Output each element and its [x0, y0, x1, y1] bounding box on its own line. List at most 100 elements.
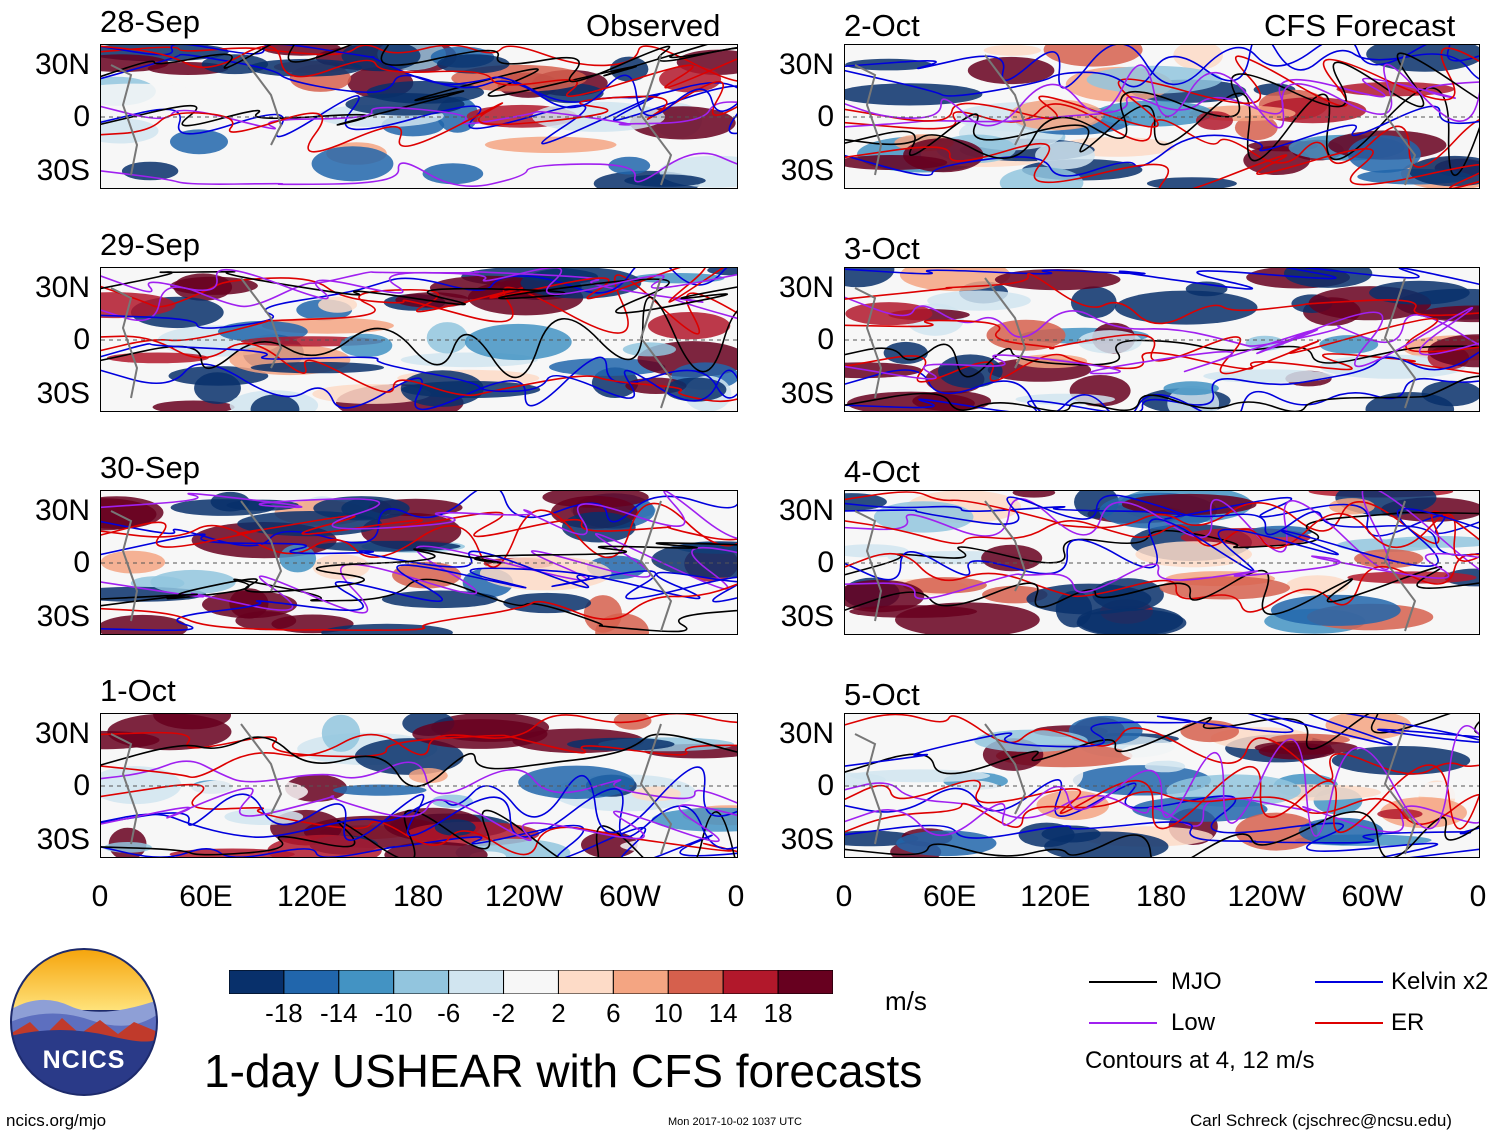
panel-date-right-0: 2-Oct	[844, 8, 920, 43]
colorbar-tick-label: 14	[708, 998, 738, 1028]
colorbar-tick-label: -2	[491, 998, 516, 1028]
lat-label-left-2-1: 0	[73, 546, 90, 579]
panel-date-left-2: 30-Sep	[100, 450, 200, 485]
legend: MJO Kelvin x2 Low ER Contours at 4, 12 m…	[1085, 965, 1505, 1075]
legend-line-low	[1089, 1022, 1157, 1024]
legend-label-er: ER	[1391, 1009, 1425, 1036]
colorbar-tick-label: 10	[653, 998, 683, 1028]
colorbar-tick-label: 18	[763, 998, 793, 1028]
colorbar-swatch	[283, 969, 340, 995]
shear-field	[845, 491, 1479, 634]
colorbar-swatch	[612, 969, 669, 995]
panel-date-right-1: 3-Oct	[844, 231, 920, 266]
forecast-header: CFS Forecast	[1264, 8, 1456, 43]
shear-field	[845, 45, 1479, 188]
contour-note: Contours at 4, 12 m/s	[1085, 1047, 1315, 1074]
lat-label-left-1-2: 30S	[36, 377, 90, 410]
lat-label-left-2-0: 30N	[34, 494, 90, 527]
lon-label-right-6: 0	[1469, 880, 1487, 913]
shear-field	[101, 491, 737, 634]
lon-label-left-1: 60E	[179, 880, 233, 913]
colorbar-tick-label: 6	[606, 998, 621, 1028]
lat-label-left-2-2: 30S	[36, 600, 90, 633]
lat-label-left-1-0: 30N	[34, 271, 90, 304]
lat-label-right-3-1: 0	[817, 769, 834, 802]
lon-label-left-3: 180	[392, 880, 444, 913]
colorbar-tick-label: 2	[551, 998, 566, 1028]
lat-label-right-0-0: 30N	[778, 48, 834, 81]
colorbar-swatch	[722, 969, 779, 995]
lon-label-left-0: 0	[91, 880, 109, 913]
footer-credit: Carl Schreck (cjschrec@ncsu.edu)	[1190, 1111, 1452, 1130]
colorbar-tick-label: -10	[374, 998, 413, 1028]
shear-field	[101, 45, 737, 188]
legend-label-low: Low	[1171, 1009, 1216, 1036]
lon-label-right-4: 120W	[1227, 880, 1306, 913]
map-panel-right-0	[844, 44, 1480, 189]
lat-label-left-1-1: 0	[73, 323, 90, 356]
lat-label-right-1-0: 30N	[778, 271, 834, 304]
lat-label-right-2-1: 0	[817, 546, 834, 579]
shear-field	[845, 268, 1479, 411]
lat-label-right-0-1: 0	[817, 100, 834, 133]
map-panel-left-3	[100, 713, 738, 858]
panel-date-left-1: 29-Sep	[100, 227, 200, 262]
colorbar	[228, 969, 834, 995]
lat-label-right-0-2: 30S	[780, 154, 834, 187]
lat-label-left-0-2: 30S	[36, 154, 90, 187]
lat-label-left-0-0: 30N	[34, 48, 90, 81]
legend-line-kelvin	[1315, 981, 1383, 983]
lat-label-right-3-2: 30S	[780, 823, 834, 856]
lat-label-right-2-0: 30N	[778, 494, 834, 527]
lon-label-left-4: 120W	[484, 880, 564, 913]
shear-field	[101, 268, 737, 411]
shear-field	[101, 714, 737, 857]
colorbar-units: m/s	[885, 986, 927, 1016]
map-panel-left-2	[100, 490, 738, 635]
colorbar-swatch	[557, 969, 614, 995]
lat-label-left-0-1: 0	[73, 100, 90, 133]
colorbar-swatches	[228, 969, 834, 995]
legend-line-mjo	[1089, 981, 1157, 983]
colorbar-swatch	[228, 969, 285, 995]
footer-timestamp: Mon 2017-10-02 1037 UTC	[668, 1116, 802, 1128]
lon-label-right-1: 60E	[922, 880, 977, 913]
map-panel-right-3	[844, 713, 1480, 858]
lat-label-right-1-2: 30S	[780, 377, 834, 410]
lon-label-left-5: 60W	[599, 880, 661, 913]
lon-label-left-2: 120E	[276, 880, 348, 913]
ncics-logo: NCICS	[10, 948, 158, 1096]
colorbar-tick-label: -18	[265, 998, 303, 1028]
figure-title: 1-day USHEAR with CFS forecasts	[204, 1045, 923, 1097]
legend-line-er	[1315, 1022, 1383, 1024]
legend-label-mjo: MJO	[1171, 968, 1222, 995]
map-panel-left-1	[100, 267, 738, 412]
lon-label-right-2: 120E	[1020, 880, 1091, 913]
panel-date-left-3: 1-Oct	[100, 673, 176, 708]
legend-label-kelvin: Kelvin x2	[1391, 968, 1489, 995]
colorbar-swatch	[338, 969, 395, 995]
lat-label-left-3-0: 30N	[34, 717, 90, 750]
panel-date-left-0: 28-Sep	[100, 4, 200, 39]
map-panel-left-0	[100, 44, 738, 189]
observed-header: Observed	[586, 8, 721, 43]
colorbar-tick-label: -6	[437, 998, 461, 1028]
colorbar-tick-label: -14	[320, 998, 358, 1028]
panel-date-right-2: 4-Oct	[844, 454, 920, 489]
lat-label-right-2-2: 30S	[780, 600, 834, 633]
map-panel-right-1	[844, 267, 1480, 412]
lon-label-left-6: 0	[727, 880, 745, 913]
logo-text: NCICS	[42, 1046, 126, 1074]
lat-label-right-1-1: 0	[817, 323, 834, 356]
shear-field	[845, 714, 1479, 857]
footer-url[interactable]: ncics.org/mjo	[6, 1111, 107, 1130]
colorbar-swatch	[503, 969, 559, 995]
logo-graphic	[10, 948, 158, 1096]
map-panel-right-2	[844, 490, 1480, 635]
panel-date-right-3: 5-Oct	[844, 677, 920, 712]
colorbar-swatch	[393, 969, 450, 995]
colorbar-swatch	[448, 969, 505, 995]
lon-label-right-0: 0	[835, 880, 853, 913]
colorbar-swatch	[667, 969, 724, 995]
lat-label-right-3-0: 30N	[778, 717, 834, 750]
